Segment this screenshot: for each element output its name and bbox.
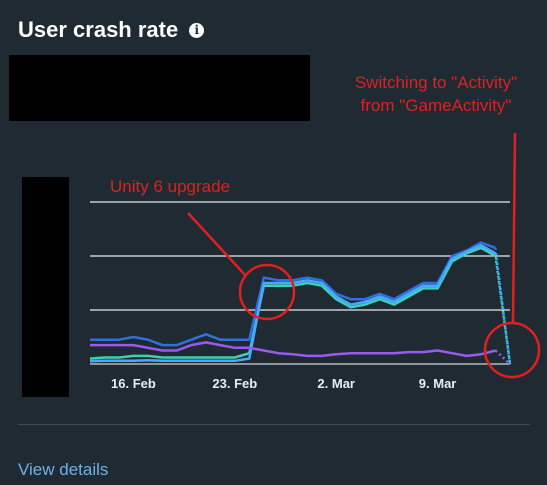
series-line-dotted — [494, 255, 512, 365]
x-tick-label: 16. Feb — [111, 376, 156, 391]
series-line-dotted — [494, 253, 512, 365]
annotation-circle-unity — [238, 263, 296, 321]
series-line — [90, 241, 496, 347]
annotation-arrow-activity — [511, 132, 517, 324]
annotation-activity-line2: from "GameActivity" — [360, 96, 512, 115]
divider — [18, 424, 530, 425]
info-icon[interactable]: i — [189, 22, 205, 38]
annotation-unity-upgrade: Unity 6 upgrade — [110, 177, 231, 196]
page-title: User crash rate — [18, 17, 179, 42]
redacted-block-top — [9, 55, 310, 121]
x-tick-label: 23. Feb — [212, 376, 257, 391]
annotation-activity-line1: Switching to "Activity" — [354, 73, 518, 92]
x-tick-label: 2. Mar — [317, 376, 355, 391]
series-line — [90, 341, 496, 358]
annotation-circle-activity — [483, 321, 541, 379]
annotation-arrow-unity — [187, 212, 247, 277]
x-tick-label: 9. Mar — [419, 376, 457, 391]
annotation-activity-switch: Switching to "Activity" from "GameActivi… — [336, 71, 536, 117]
redacted-block-y-axis — [22, 177, 69, 397]
chart-title-row: User crash rate i — [18, 17, 205, 43]
view-details-link[interactable]: View details — [18, 460, 109, 479]
series-line-dotted — [494, 349, 511, 365]
